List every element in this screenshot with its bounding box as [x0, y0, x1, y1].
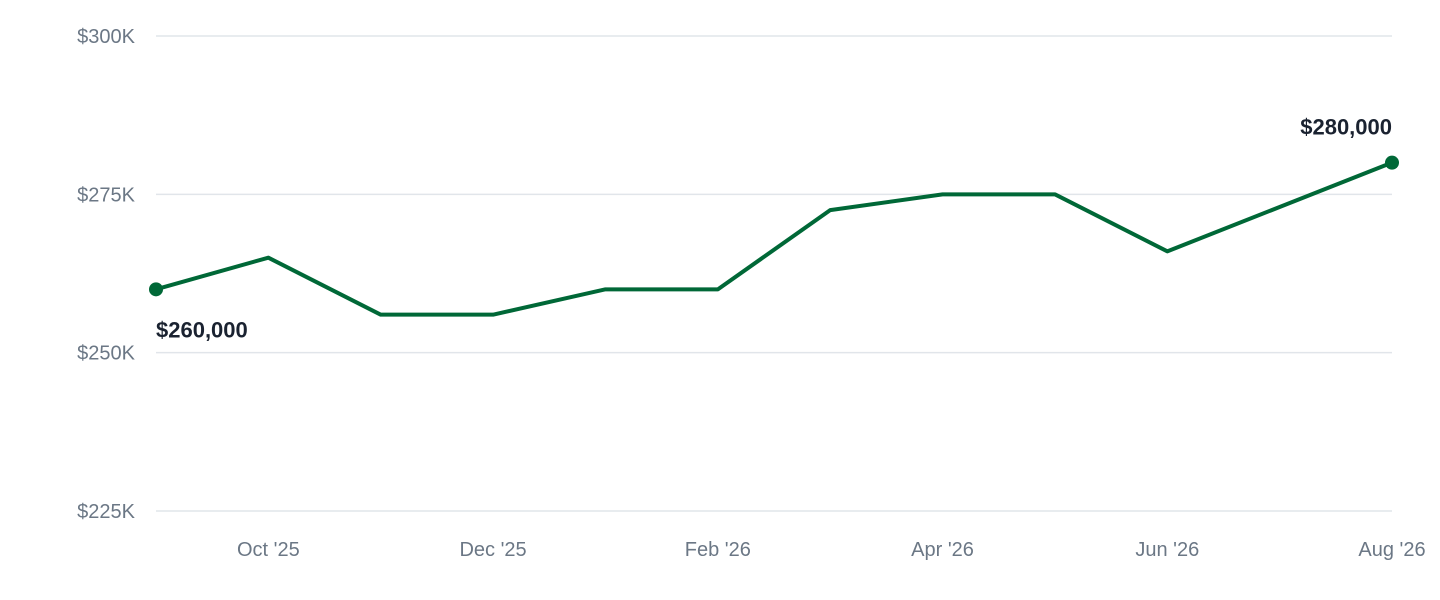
y-tick-label: $300K: [77, 26, 135, 48]
series-layer: [154, 160, 1394, 317]
data-label: $260,000: [156, 317, 248, 342]
x-tick-label: Jun '26: [1135, 539, 1199, 561]
series-line: [154, 160, 1394, 317]
x-tick-label: Feb '26: [685, 539, 751, 561]
y-axis-ticks: $225K $250K $275K $300K: [77, 26, 135, 523]
endpoint-marker: [149, 282, 163, 297]
x-axis-ticks: Oct '25 Dec '25 Feb '26 Apr '26 Jun '26 Aug '…: [237, 539, 1426, 561]
endpoint-marker: [1385, 155, 1399, 170]
x-tick-label: Oct '25: [237, 539, 300, 561]
x-tick-label: Apr '26: [911, 539, 974, 561]
y-tick-label: $250K: [77, 343, 135, 365]
y-tick-label: $275K: [77, 184, 135, 206]
x-tick-label: Aug '26: [1358, 539, 1425, 561]
endpoint-markers: [149, 155, 1399, 297]
y-tick-label: $225K: [77, 501, 135, 523]
grid-lines: [156, 35, 1392, 512]
data-label: $280,000: [1300, 115, 1392, 140]
data-labels: $260,000 $280,000: [156, 115, 1392, 343]
x-tick-label: Dec '25: [459, 539, 526, 561]
